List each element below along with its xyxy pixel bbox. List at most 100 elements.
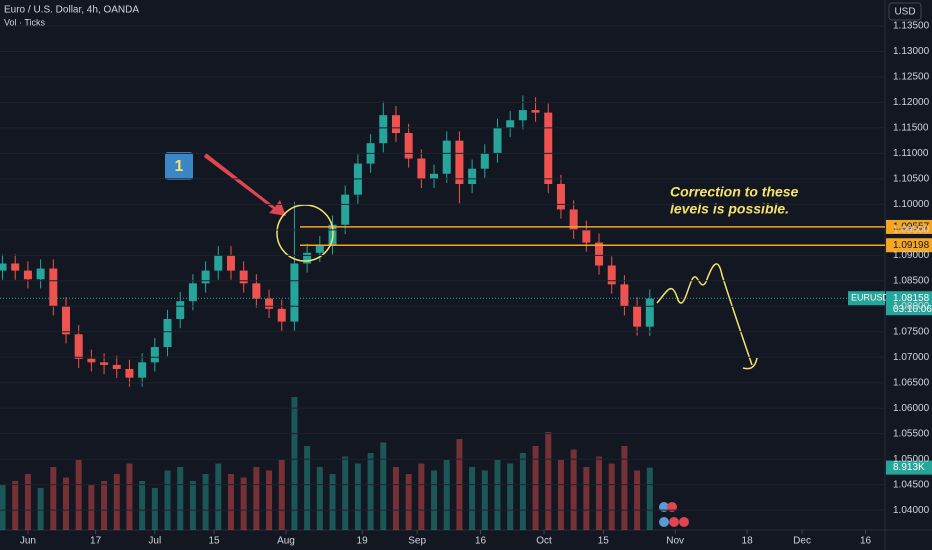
price-label: 1.08158 [893, 293, 930, 304]
y-tick-label: 1.04000 [893, 505, 930, 516]
candle-body [607, 265, 616, 285]
y-tick-label: 1.05000 [893, 454, 930, 465]
volume-bar [266, 470, 273, 530]
y-tick-label: 1.10500 [893, 174, 930, 185]
candle-body [341, 194, 350, 225]
volume-bar [37, 488, 44, 530]
candle-body [112, 364, 121, 369]
y-tick-label: 1.06000 [893, 403, 930, 414]
volume-bar [494, 460, 501, 530]
candle-body [595, 242, 604, 266]
candle-body [150, 347, 159, 363]
icon[interactable] [659, 517, 669, 527]
candle-body [11, 263, 20, 271]
volume-bar [443, 460, 450, 530]
icon[interactable] [659, 502, 669, 512]
currency[interactable]: USD [894, 7, 915, 18]
candle-body [100, 362, 109, 365]
volume-bar [24, 474, 31, 530]
candle-body [0, 263, 7, 271]
currency-box[interactable] [888, 2, 922, 21]
y-tick-label: 1.12500 [893, 72, 930, 83]
volume-bar [583, 467, 590, 530]
volume-bar [253, 467, 260, 530]
projection-path [656, 263, 758, 370]
icon[interactable] [679, 517, 689, 527]
badge-text: 1 [175, 158, 184, 175]
volume-bar [431, 470, 438, 530]
volume-bar [392, 467, 399, 530]
volume-label-box [886, 460, 932, 475]
volume-bar [12, 481, 19, 530]
arrow [204, 153, 286, 216]
candle-body [493, 127, 502, 154]
volume-bar [62, 477, 69, 530]
volume-bar [164, 470, 171, 530]
level-label: 1.09198 [893, 240, 930, 251]
x-tick-label: 15 [208, 536, 220, 547]
volume-bar [0, 484, 6, 530]
candle-body [645, 298, 654, 327]
x-tick-label: Oct [536, 536, 552, 547]
volume-bar [101, 481, 108, 530]
candle-body [531, 110, 540, 113]
volume-bar [646, 467, 653, 530]
volume-bar [519, 453, 526, 530]
candle-body [633, 306, 642, 327]
candle-body [201, 270, 210, 284]
annotation: Correction to these [670, 184, 799, 200]
y-tick-label: 1.10000 [893, 199, 930, 210]
candle-body [188, 283, 197, 302]
y-tick-label: 1.05500 [893, 428, 930, 439]
x-tick-label: 16 [475, 536, 487, 547]
candle-body [87, 358, 96, 363]
symbol-box [848, 291, 885, 306]
volume-bar [418, 463, 425, 530]
candle-body [582, 229, 591, 243]
candle-body [290, 263, 299, 322]
volume-bar [532, 446, 539, 530]
candle-body [36, 268, 45, 280]
volume-bar [354, 463, 361, 530]
y-tick-label: 1.08000 [893, 301, 930, 312]
candle-body [23, 270, 32, 280]
candle-body [404, 133, 413, 159]
y-tick-label: 1.04500 [893, 479, 930, 490]
y-tick-label: 1.08500 [893, 275, 930, 286]
y-tick-label: 1.11500 [893, 123, 929, 134]
x-tick-label: Jun [20, 536, 36, 547]
volume-bar [367, 453, 374, 530]
candle-body [226, 255, 235, 271]
y-tick-label: 1.09500 [893, 224, 930, 235]
volume-bar [126, 463, 133, 530]
candle-body [303, 252, 312, 264]
candle-body [620, 284, 629, 307]
volume-bar [139, 481, 146, 530]
volume-bar [177, 467, 184, 530]
volume-label: 8.913K [893, 462, 925, 473]
volume-bar [481, 470, 488, 530]
volume-bar [621, 446, 628, 530]
symbol-label: EURUSD [851, 293, 890, 303]
candle-body [468, 168, 477, 184]
icon[interactable] [669, 517, 679, 527]
y-tick-label: 1.06500 [893, 377, 930, 388]
volume-bar [202, 474, 209, 530]
y-tick-label: 1.09000 [893, 250, 930, 261]
candle-body [518, 110, 527, 121]
candle-body [506, 120, 515, 128]
y-tick-label: 1.07000 [893, 352, 930, 363]
icon[interactable] [667, 502, 677, 512]
candle-layer [0, 95, 654, 387]
volume-bar [316, 467, 323, 530]
candle-body [163, 319, 172, 348]
y-tick-label: 1.13000 [893, 46, 930, 57]
candle-body [265, 298, 274, 309]
x-tick-label: Sep [408, 536, 426, 547]
volume-bar [329, 474, 336, 530]
volume-bar [469, 467, 476, 530]
volume-bar [151, 488, 158, 530]
